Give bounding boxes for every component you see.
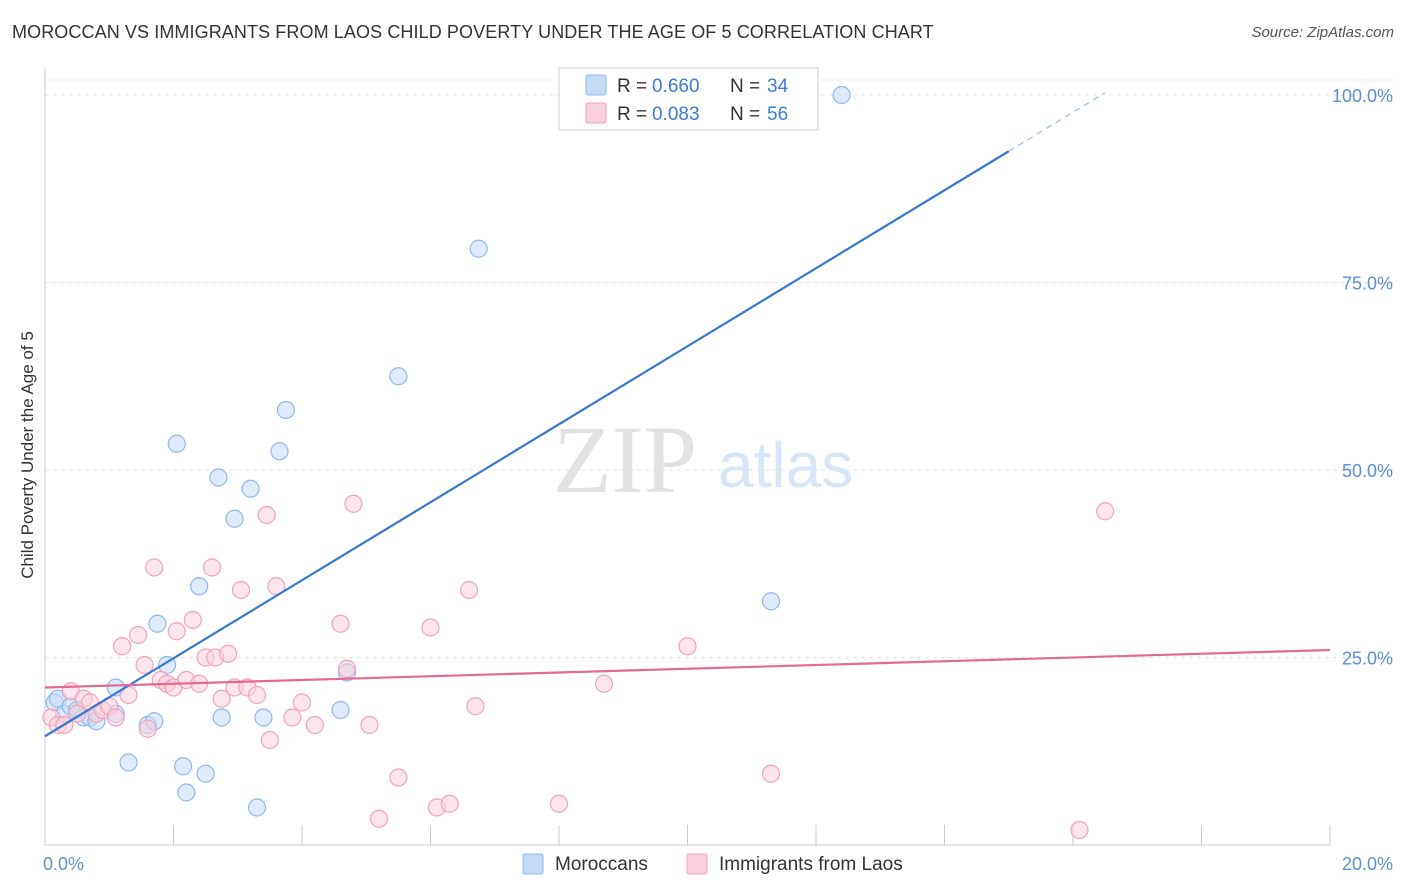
laos-point — [257, 505, 276, 525]
moroccans-point — [119, 753, 138, 772]
y-tick-label-100: 100.0% — [1332, 86, 1393, 106]
stats-legend: R = 0.660 N = 34 R = 0.083 N = 56 — [558, 67, 819, 131]
laos-point — [337, 659, 357, 678]
laos-point — [1070, 820, 1089, 840]
moroccans-point — [761, 592, 781, 611]
legend-n-label-laos: N = — [730, 104, 760, 125]
moroccans-point — [832, 85, 851, 105]
moroccans-point — [331, 700, 350, 720]
laos-point — [344, 494, 363, 513]
laos-point — [138, 719, 157, 738]
moroccans-point — [247, 798, 267, 817]
laos-point — [129, 625, 148, 645]
moroccans-trend-line — [44, 150, 1010, 738]
legend-r-value-laos: 0.083 — [652, 104, 700, 125]
moroccans-point — [167, 434, 186, 453]
moroccans-point — [389, 367, 408, 386]
laos-point — [761, 764, 781, 783]
laos-point — [202, 558, 222, 577]
laos-point — [594, 674, 614, 693]
laos-point — [167, 622, 186, 641]
laos-point — [212, 689, 231, 708]
x-tick-label-20: 20.0% — [1342, 854, 1393, 874]
moroccans-point — [270, 442, 289, 461]
laos-point — [68, 704, 87, 723]
laos-point — [219, 644, 238, 663]
bottom-legend-swatch-moroccans — [522, 853, 544, 875]
laos-point — [678, 637, 697, 656]
watermark: ZIP atlas — [553, 406, 853, 513]
legend-n-value-moroccans: 34 — [767, 76, 789, 97]
laos-point — [421, 618, 440, 637]
laos-point — [145, 558, 164, 577]
moroccans-point — [225, 509, 244, 528]
chart-title: MOROCCAN VS IMMIGRANTS FROM LAOS CHILD P… — [12, 22, 934, 42]
moroccans-point — [276, 400, 296, 420]
moroccans-point — [469, 239, 488, 258]
moroccans-point — [177, 783, 196, 802]
trend-lines — [44, 92, 1331, 738]
legend-r-label-laos: R = — [617, 104, 647, 125]
moroccans-point — [196, 764, 215, 783]
source-credit: Source: ZipAtlas.com — [1251, 24, 1394, 41]
moroccans-point — [254, 708, 273, 727]
laos-point — [135, 655, 154, 675]
laos-point — [231, 580, 251, 600]
watermark-zip: ZIP — [553, 406, 697, 513]
laos-point — [1096, 502, 1115, 521]
bottom-legend-label-laos: Immigrants from Laos — [719, 854, 903, 875]
laos-point — [292, 693, 312, 712]
laos-point — [466, 697, 485, 716]
moroccans-trend-extension — [1008, 92, 1106, 152]
moroccans-point — [148, 614, 167, 633]
bottom-legend-swatch-laos — [686, 853, 708, 875]
y-tick-label-75: 75.0% — [1342, 274, 1393, 294]
laos-point — [106, 708, 125, 727]
laos-point — [305, 715, 324, 735]
moroccans-point — [241, 479, 260, 498]
bottom-legend-label-moroccans: Moroccans — [555, 854, 648, 875]
laos-point — [112, 637, 132, 656]
laos-trend-line — [44, 648, 1331, 689]
y-tick-label-25: 25.0% — [1342, 649, 1393, 669]
watermark-atlas: atlas — [718, 429, 853, 501]
moroccans-point — [174, 757, 193, 776]
legend-n-label-moroccans: N = — [730, 76, 760, 97]
legend-r-label-moroccans: R = — [617, 76, 647, 97]
gridlines — [45, 79, 1393, 658]
laos-point — [389, 768, 408, 787]
x-tick-label-0: 0.0% — [43, 854, 84, 874]
legend-swatch-laos — [585, 102, 607, 124]
laos-point — [183, 610, 202, 630]
laos-point — [459, 580, 479, 600]
laos-point — [370, 809, 389, 828]
laos-point — [247, 685, 267, 705]
laos-point — [331, 614, 350, 633]
laos-point — [440, 794, 459, 813]
moroccans-point — [190, 577, 209, 596]
moroccans-point — [209, 468, 228, 487]
laos-point — [283, 708, 302, 727]
laos-point — [260, 730, 279, 750]
moroccans-point — [212, 708, 231, 727]
laos-point — [549, 794, 569, 813]
legend-n-value-laos: 56 — [767, 104, 788, 125]
legend-swatch-moroccans — [585, 74, 607, 96]
legend-r-value-moroccans: 0.660 — [652, 76, 700, 97]
laos-point — [360, 715, 379, 735]
tick-labels: 25.0% 50.0% 75.0% 100.0% 0.0% 20.0% — [43, 86, 1393, 874]
series-legend: Moroccans Immigrants from Laos — [522, 853, 903, 875]
y-tick-label-50: 50.0% — [1342, 461, 1393, 481]
